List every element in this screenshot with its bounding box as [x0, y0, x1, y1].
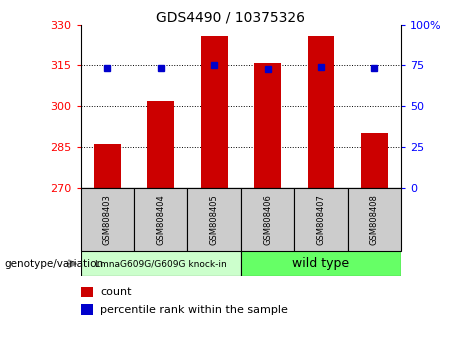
Text: wild type: wild type: [292, 257, 349, 270]
Bar: [81, 287, 94, 297]
Bar: [361, 133, 388, 188]
Text: genotype/variation: genotype/variation: [5, 259, 104, 269]
FancyBboxPatch shape: [294, 188, 348, 251]
FancyBboxPatch shape: [241, 188, 294, 251]
FancyBboxPatch shape: [241, 251, 401, 276]
FancyBboxPatch shape: [188, 188, 241, 251]
Text: GDS4490 / 10375326: GDS4490 / 10375326: [156, 11, 305, 25]
Text: LmnaG609G/G609G knock-in: LmnaG609G/G609G knock-in: [95, 259, 227, 268]
Bar: [201, 36, 228, 188]
Text: GSM808407: GSM808407: [316, 194, 325, 245]
FancyBboxPatch shape: [81, 251, 241, 276]
FancyBboxPatch shape: [348, 188, 401, 251]
Text: GSM808405: GSM808405: [210, 194, 219, 245]
Bar: [254, 63, 281, 188]
Text: GSM808408: GSM808408: [370, 194, 379, 245]
Bar: [81, 304, 94, 315]
FancyBboxPatch shape: [134, 188, 188, 251]
FancyBboxPatch shape: [81, 188, 134, 251]
Text: GSM808404: GSM808404: [156, 194, 165, 245]
Text: count: count: [100, 287, 131, 297]
Bar: [148, 101, 174, 188]
Text: GSM808403: GSM808403: [103, 194, 112, 245]
Text: GSM808406: GSM808406: [263, 194, 272, 245]
Text: percentile rank within the sample: percentile rank within the sample: [100, 305, 288, 315]
Bar: [94, 144, 121, 188]
Bar: [307, 36, 334, 188]
